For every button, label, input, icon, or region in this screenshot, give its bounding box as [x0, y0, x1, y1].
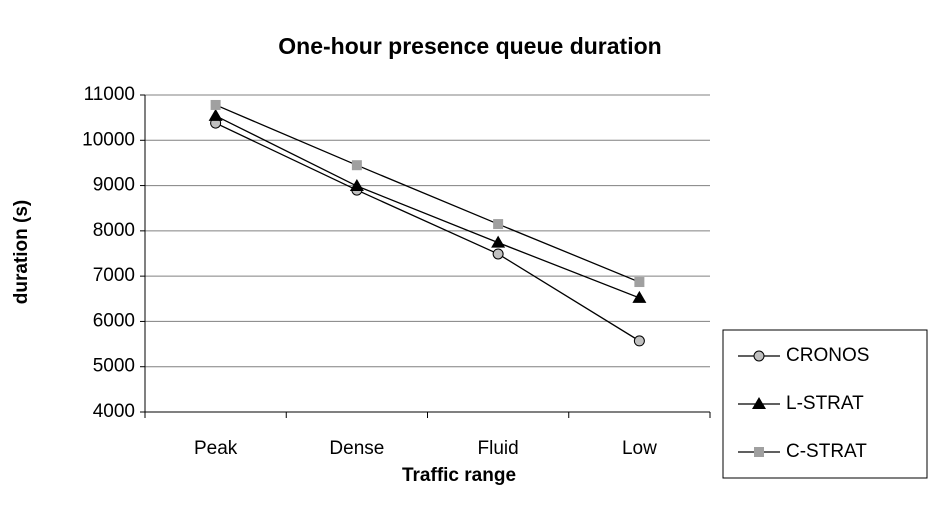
legend-label: C-STRAT: [786, 441, 867, 462]
x-tick-label: Fluid: [478, 438, 519, 459]
y-tick-label: 9000: [93, 175, 135, 196]
y-tick-label: 10000: [82, 129, 135, 150]
y-tick-label: 4000: [93, 401, 135, 422]
marker: [634, 277, 645, 288]
marker: [633, 335, 645, 347]
series-line: [215, 104, 640, 283]
y-axis-label: duration (s): [11, 200, 32, 305]
x-tick-label: Dense: [329, 438, 384, 459]
y-tick-label: 7000: [93, 265, 135, 286]
y-tick-label: 11000: [84, 84, 135, 105]
x-axis-label: Traffic range: [402, 465, 516, 486]
marker: [491, 235, 506, 248]
chart-title: One-hour presence queue duration: [278, 33, 661, 59]
x-tick-label: Low: [622, 438, 657, 459]
series-line: [215, 115, 640, 299]
marker: [632, 290, 647, 303]
legend-label: L-STRAT: [786, 393, 864, 414]
marker: [754, 447, 764, 457]
marker: [210, 99, 221, 110]
marker: [492, 248, 504, 260]
marker: [208, 108, 223, 121]
y-tick-label: 8000: [93, 220, 135, 241]
x-tick-label: Peak: [194, 438, 238, 459]
series-line: [215, 122, 640, 342]
marker: [351, 160, 362, 171]
y-tick-label: 6000: [93, 310, 135, 331]
y-tick-label: 5000: [93, 356, 135, 377]
marker: [752, 397, 766, 409]
marker: [493, 219, 504, 230]
legend-label: CRONOS: [786, 345, 869, 366]
marker: [349, 179, 364, 192]
marker: [753, 350, 765, 362]
